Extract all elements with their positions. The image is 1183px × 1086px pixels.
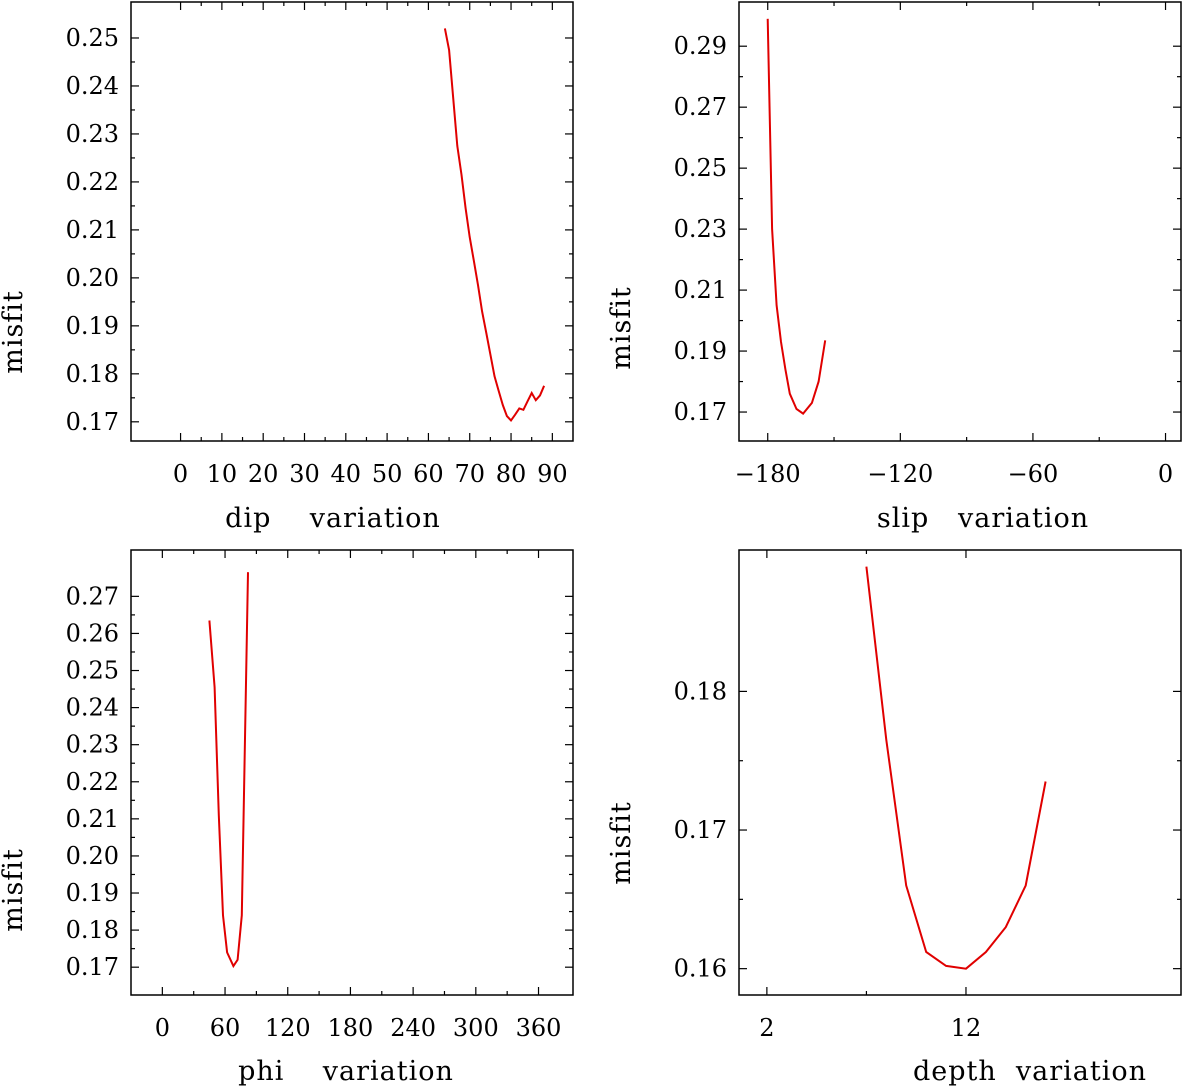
panel-1-ytick-label: 0.22 [66, 168, 119, 196]
panel-3-ytick-label: 0.27 [66, 582, 119, 610]
panel-1-ytick-label: 0.20 [66, 264, 119, 292]
panel-1-ytick-label: 0.25 [66, 24, 119, 52]
panel-1-xlabel: dip variation [225, 503, 441, 534]
panel-1-ytick-label: 0.21 [66, 216, 119, 244]
panel-2-xtick-label: −180 [735, 460, 801, 488]
panel-3-ytick-label: 0.23 [66, 731, 119, 759]
panel-1-xtick-label: 30 [289, 460, 320, 488]
panel-4-ytick-label: 0.17 [674, 816, 727, 844]
panel-3-xtick-label: 60 [210, 1014, 241, 1042]
panel-1-xtick-label: 70 [454, 460, 485, 488]
panel-3-ytick-label: 0.26 [66, 619, 119, 647]
panel-2-xtick-label: −120 [867, 460, 933, 488]
panel-3-xtick-label: 0 [155, 1014, 170, 1042]
panel-3-xtick-label: 180 [328, 1014, 374, 1042]
panel-1-xtick-label: 80 [496, 460, 527, 488]
panel-1-xtick-label: 0 [173, 460, 188, 488]
panel-4-xlabel: depth variation [913, 1056, 1147, 1086]
panel-3-ytick-label: 0.17 [66, 953, 119, 981]
panel-3-xtick-label: 360 [516, 1014, 562, 1042]
panel-4-xtick-label: 12 [951, 1014, 982, 1042]
panel-3: 0.17 0.18 0.19 0.20 0.21 0.22 0.23 0.24 0.25 0.26… [0, 549, 574, 1086]
panel-3-xtick-label: 240 [390, 1014, 436, 1042]
panel-2-series-line [766, 18, 827, 415]
panel-2-ylabel: misfit [606, 286, 637, 370]
panel-2-ytick-label: 0.17 [674, 398, 727, 426]
panel-3-series-line [208, 572, 249, 969]
panel-2: 0.17 0.19 0.21 0.23 0.25 0.27 0.29 −180 −120 −60 0… [606, 1, 1182, 534]
panel-4-series-line [865, 566, 1047, 970]
panel-3-xtick-label: 300 [453, 1014, 499, 1042]
panel-2-frame [738, 1, 1182, 442]
panel-1-series-line [443, 28, 546, 422]
panel-4-ytick-label: 0.16 [674, 955, 727, 983]
panel-2-ytick-label: 0.27 [674, 93, 727, 121]
panel-3-ytick-label: 0.21 [66, 805, 119, 833]
panel-1-xtick-label: 10 [207, 460, 238, 488]
panel-1-xtick-label: 40 [331, 460, 362, 488]
panel-2-xlabel: slip variation [877, 503, 1089, 534]
panel-1-ylabel: misfit [0, 290, 29, 374]
panel-1-xtick-label: 20 [248, 460, 279, 488]
panel-1: 0.17 0.18 0.19 0.20 0.21 0.22 0.23 0.24 0.25 0 10 2… [0, 1, 574, 534]
panel-2-ytick-label: 0.19 [674, 337, 727, 365]
panel-3-xlabel: phi variation [238, 1056, 454, 1086]
panel-4-ylabel: misfit [606, 801, 637, 885]
panel-3-xtick-label: 120 [265, 1014, 311, 1042]
panel-1-ytick-label: 0.23 [66, 120, 119, 148]
panel-2-xtick-label: −60 [1008, 460, 1059, 488]
panel-3-ylabel: misfit [0, 848, 29, 932]
panel-4: 0.16 0.17 0.18 2 12 depth variation misfit [606, 549, 1182, 1086]
panel-2-ytick-label: 0.23 [674, 215, 727, 243]
panel-2-xtick-label: 0 [1158, 460, 1173, 488]
panel-3-frame [130, 549, 574, 996]
panel-1-xtick-label: 90 [537, 460, 568, 488]
panel-1-ytick-label: 0.24 [66, 72, 119, 100]
panel-1-xtick-label: 60 [413, 460, 444, 488]
panel-3-ytick-label: 0.19 [66, 879, 119, 907]
panel-3-ytick-label: 0.18 [66, 916, 119, 944]
panel-1-xtick-label: 50 [372, 460, 403, 488]
panel-3-ytick-label: 0.20 [66, 842, 119, 870]
panel-4-frame [738, 549, 1182, 996]
panel-3-ytick-label: 0.25 [66, 657, 119, 685]
panel-3-ytick-label: 0.22 [66, 768, 119, 796]
panel-2-ytick-label: 0.21 [674, 276, 727, 304]
panel-4-ytick-label: 0.18 [674, 677, 727, 705]
panel-2-ytick-label: 0.25 [674, 154, 727, 182]
panel-1-ytick-label: 0.19 [66, 312, 119, 340]
panel-1-ytick-label: 0.18 [66, 360, 119, 388]
panel-4-xtick-label: 2 [759, 1014, 774, 1042]
panel-2-ytick-label: 0.29 [674, 32, 727, 60]
panel-3-ytick-label: 0.24 [66, 694, 119, 722]
panel-1-ytick-label: 0.17 [66, 408, 119, 436]
panel-1-frame [130, 1, 574, 442]
